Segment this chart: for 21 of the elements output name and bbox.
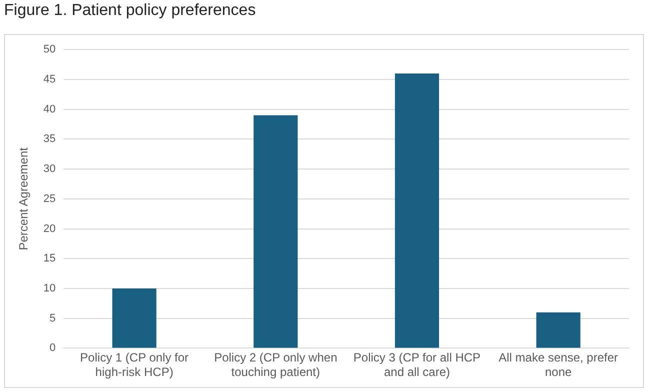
y-tick-label: 30 bbox=[43, 163, 56, 176]
y-tick-label: 45 bbox=[43, 73, 56, 86]
y-tick-label: 40 bbox=[43, 103, 56, 116]
bar bbox=[112, 288, 156, 348]
bar bbox=[394, 73, 440, 348]
y-tick-label: 35 bbox=[43, 133, 56, 146]
x-tick-label: All make sense, prefer none bbox=[498, 350, 618, 380]
bar bbox=[254, 115, 298, 348]
y-axis-title: Percent Agreement bbox=[16, 146, 31, 250]
x-tick-label: Policy 3 (CP for all HCP and all care) bbox=[353, 350, 481, 380]
y-tick-label: 20 bbox=[43, 222, 56, 235]
y-tick-label: 15 bbox=[43, 252, 56, 265]
y-tick-label: 50 bbox=[43, 44, 56, 56]
bar bbox=[536, 312, 580, 348]
y-tick-label: 5 bbox=[50, 312, 56, 324]
x-tick-label: Policy 1 (CP only for high-risk HCP) bbox=[80, 350, 189, 380]
x-tick-label: Policy 2 (CP only when touching patient) bbox=[214, 350, 338, 380]
y-tick-label: 25 bbox=[43, 192, 56, 205]
y-tick-label: 0 bbox=[50, 342, 56, 354]
y-tick-label: 10 bbox=[43, 282, 56, 295]
chart-title: Figure 1. Patient policy preferences bbox=[4, 2, 256, 20]
